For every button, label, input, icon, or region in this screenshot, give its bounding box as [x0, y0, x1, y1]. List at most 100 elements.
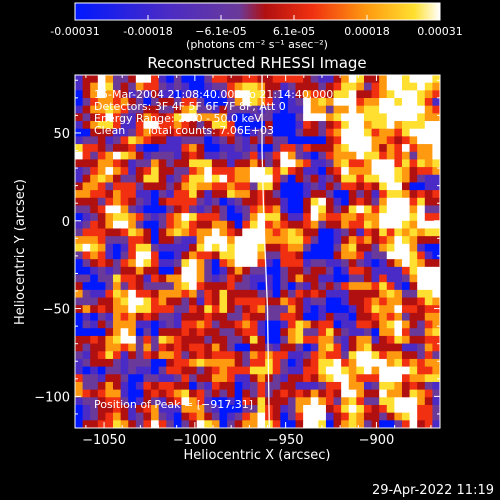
- heatmap-cell: [401, 190, 411, 199]
- heatmap-cell: [120, 282, 129, 291]
- heatmap-cell: [394, 236, 403, 245]
- heatmap-cell: [287, 366, 297, 375]
- heatmap-cell: [82, 174, 91, 184]
- heatmap-cell: [82, 289, 91, 299]
- heatmap-cell: [394, 404, 403, 414]
- heatmap-cell: [204, 113, 213, 122]
- heatmap-cell: [82, 389, 91, 398]
- heatmap-cell: [371, 213, 380, 222]
- heatmap-cell: [120, 105, 129, 114]
- heatmap-cell: [371, 381, 380, 391]
- heatmap-cell: [272, 82, 281, 91]
- heatmap-cell: [363, 389, 373, 398]
- heatmap-cell: [394, 366, 403, 375]
- heatmap-cell: [394, 220, 403, 230]
- heatmap-cell: [196, 228, 205, 237]
- heatmap-cell: [189, 236, 198, 245]
- heatmap-cell: [249, 105, 259, 114]
- heatmap-cell: [151, 90, 160, 99]
- heatmap-cell: [128, 167, 137, 176]
- heatmap-cell: [303, 412, 312, 421]
- heatmap-cell: [128, 75, 137, 84]
- heatmap-cell: [280, 128, 289, 137]
- heatmap-cell: [128, 236, 137, 245]
- heatmap-cell: [356, 144, 365, 153]
- heatmap-cell: [424, 251, 433, 260]
- heatmap-cell: [341, 266, 350, 276]
- heatmap-cell: [75, 374, 84, 383]
- heatmap-cell: [219, 289, 228, 299]
- heatmap-cell: [181, 236, 190, 245]
- heatmap-cell: [265, 297, 274, 306]
- heatmap-cell: [371, 174, 380, 184]
- heatmap-cell: [341, 128, 350, 137]
- heatmap-cell: [424, 358, 433, 368]
- heatmap-cell: [151, 397, 160, 406]
- heatmap-cell: [409, 197, 418, 207]
- heatmap-cell: [105, 220, 114, 230]
- heatmap-cell: [356, 420, 365, 428]
- heatmap-cell: [105, 282, 114, 291]
- heatmap-cell: [379, 228, 388, 237]
- heatmap-cell: [318, 75, 327, 84]
- heatmap-cell: [204, 351, 213, 360]
- heatmap-cell: [120, 381, 129, 391]
- heatmap-cell: [272, 366, 281, 375]
- heatmap-cell: [158, 151, 167, 161]
- heatmap-cell: [204, 282, 213, 291]
- heatmap-cell: [303, 182, 312, 191]
- heatmap-cell: [287, 213, 297, 222]
- heatmap-cell: [113, 236, 122, 245]
- heatmap-cell: [379, 381, 388, 391]
- heatmap-cell: [75, 343, 84, 352]
- heatmap-cell: [432, 297, 440, 306]
- heatmap-cell: [409, 144, 418, 153]
- heatmap-cell: [417, 282, 426, 291]
- heatmap-cell: [249, 328, 259, 337]
- heatmap-cell: [318, 420, 327, 428]
- heatmap-cell: [379, 197, 388, 207]
- heatmap-cell: [432, 205, 440, 214]
- heatmap-cell: [105, 236, 114, 245]
- annotation-time-range: 15-Mar-2004 21:08:40.000 to 21:14:40.000: [94, 88, 333, 101]
- heatmap-cell: [394, 136, 403, 145]
- heatmap-cell: [135, 105, 145, 114]
- heatmap-cell: [325, 412, 335, 421]
- heatmap-cell: [409, 266, 418, 276]
- heatmap-cell: [394, 90, 403, 99]
- heatmap-cell: [196, 174, 205, 184]
- heatmap-cell: [196, 213, 205, 222]
- heatmap-cell: [303, 420, 312, 428]
- heatmap-cell: [371, 374, 380, 383]
- heatmap-cell: [249, 297, 259, 306]
- heatmap-cell: [356, 220, 365, 230]
- heatmap-cell: [143, 374, 152, 383]
- heatmap-cell: [166, 366, 175, 375]
- heatmap-cell: [113, 397, 122, 406]
- heatmap-cell: [394, 358, 403, 368]
- heatmap-cell: [227, 243, 236, 253]
- heatmap-cell: [189, 374, 198, 383]
- heatmap-cell: [166, 159, 175, 168]
- heatmap-cell: [432, 105, 440, 114]
- heatmap-cell: [318, 243, 327, 253]
- heatmap-cell: [82, 105, 91, 114]
- heatmap-cell: [105, 151, 114, 161]
- heatmap-cell: [379, 105, 388, 114]
- heatmap-cell: [287, 420, 297, 428]
- heatmap-cell: [211, 243, 221, 253]
- heatmap-cell: [432, 213, 440, 222]
- heatmap-cell: [310, 159, 319, 168]
- heatmap-cell: [120, 190, 129, 199]
- heatmap-cell: [310, 182, 319, 191]
- heatmap-cell: [128, 205, 137, 214]
- heatmap-cell: [386, 82, 395, 91]
- heatmap-cell: [128, 320, 137, 329]
- heatmap-cell: [75, 266, 84, 276]
- heatmap-cell: [280, 151, 289, 161]
- heatmap-cell: [272, 98, 281, 107]
- heatmap-cell: [211, 136, 221, 145]
- heatmap-cell: [135, 151, 145, 161]
- heatmap-cell: [242, 389, 251, 398]
- heatmap-cell: [211, 182, 221, 191]
